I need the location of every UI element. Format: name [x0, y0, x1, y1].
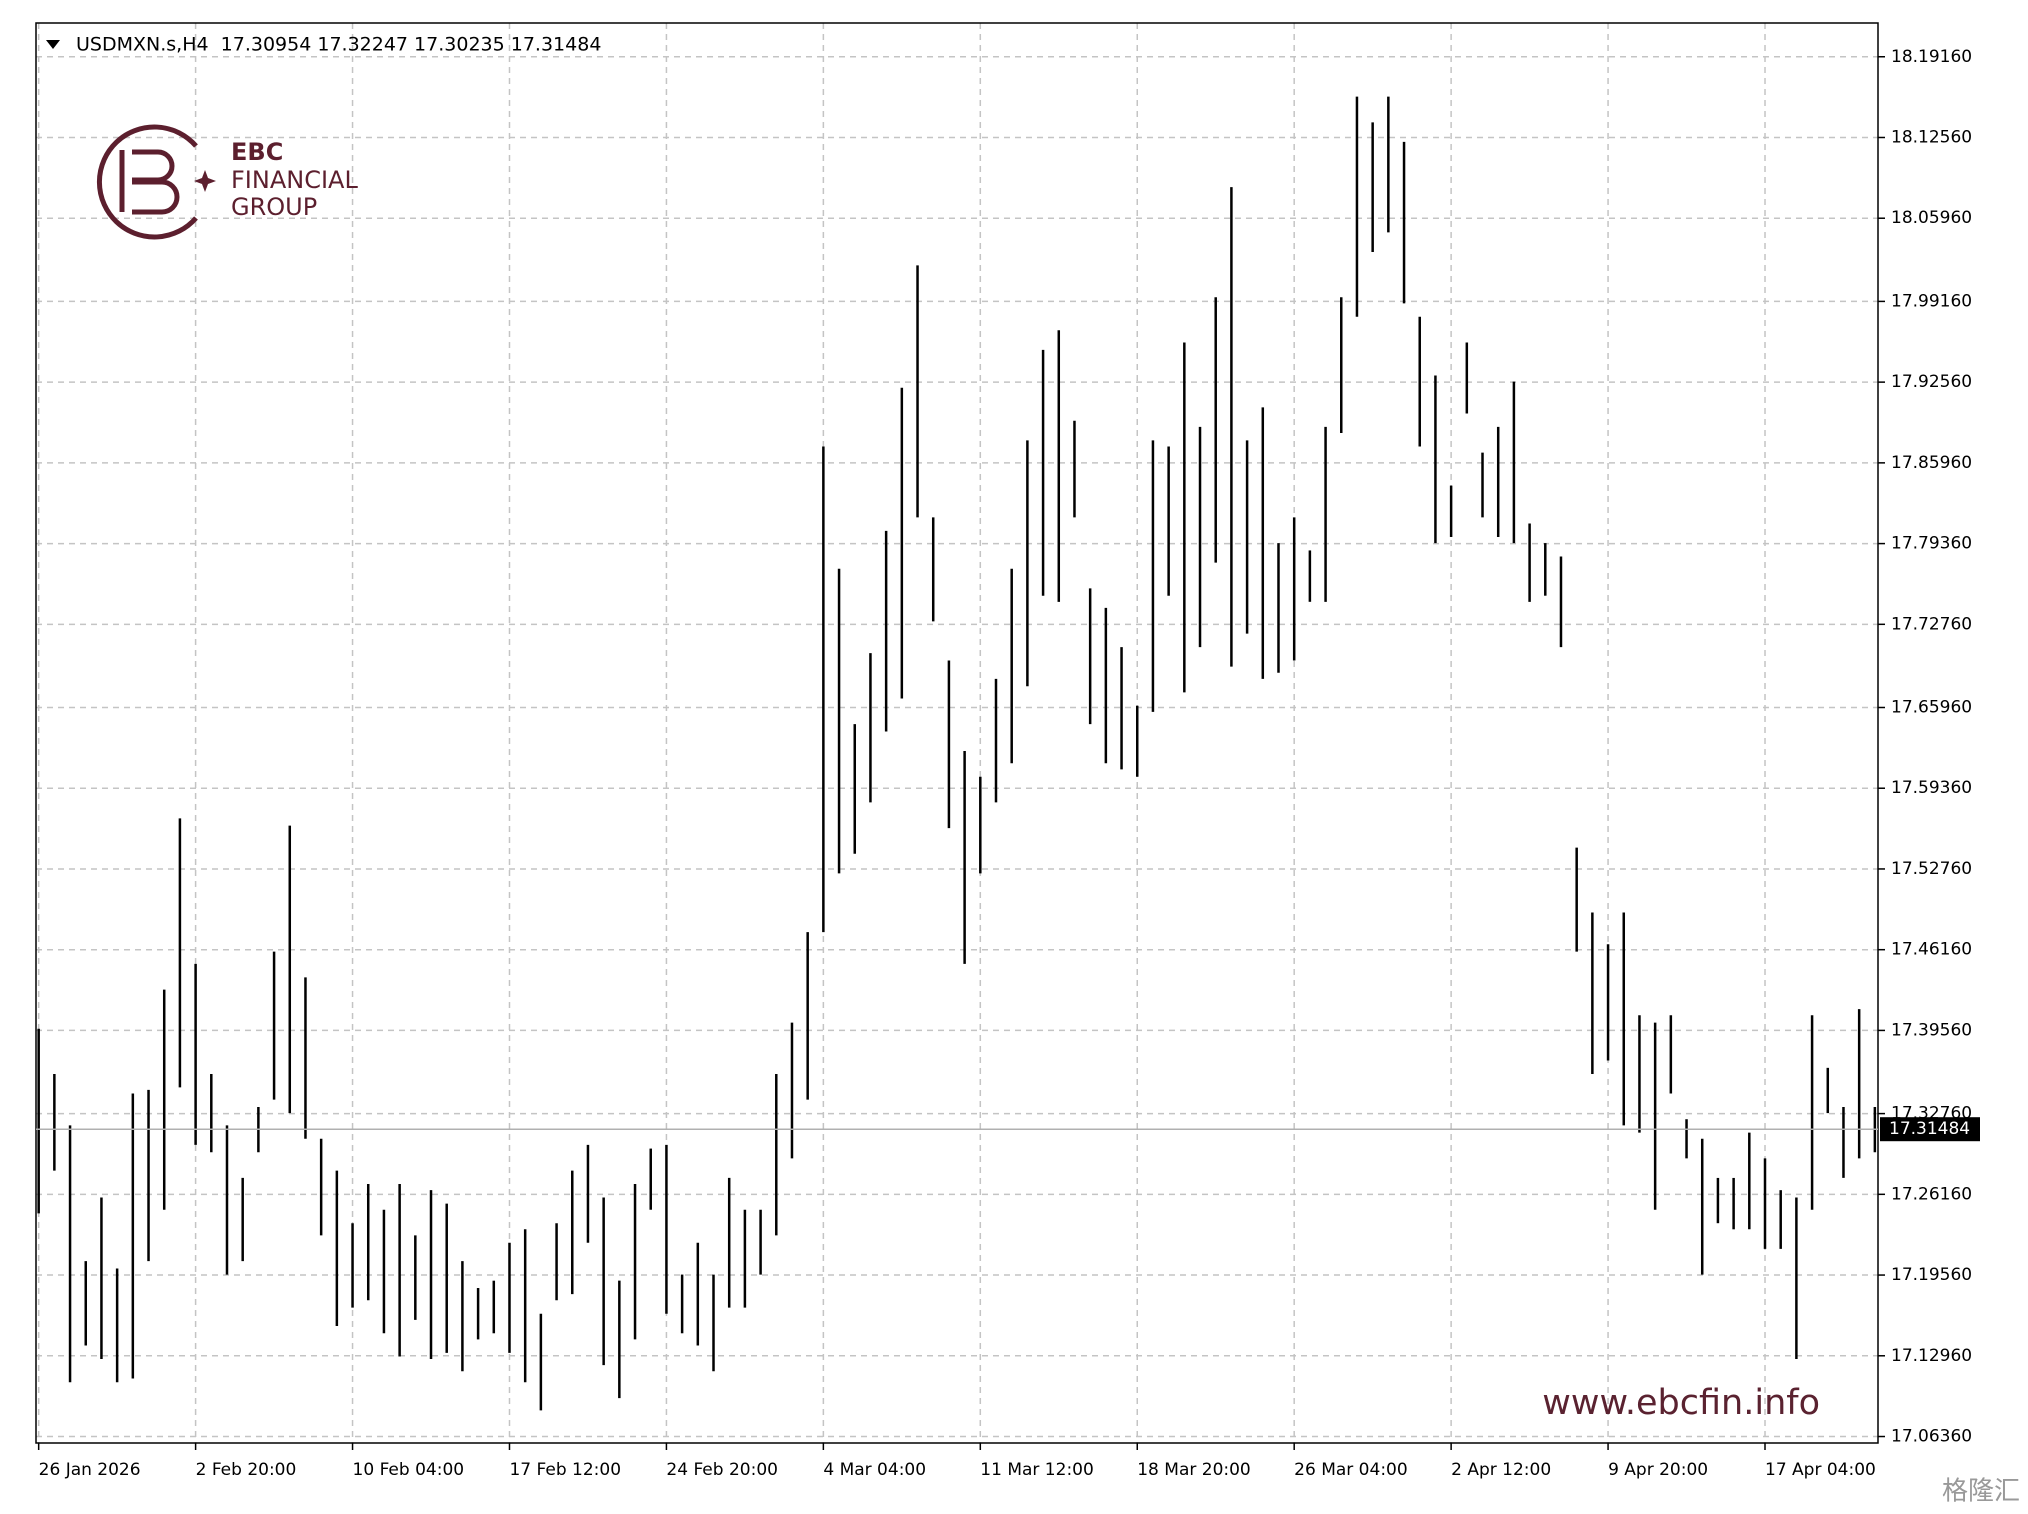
y-tick-label: 18.05960	[1891, 208, 1972, 228]
x-tick-label: 11 Mar 12:00	[980, 1460, 1094, 1480]
logo	[96, 124, 216, 240]
y-tick-label: 17.85960	[1891, 453, 1972, 473]
x-tick-label: 17 Feb 12:00	[509, 1460, 621, 1480]
y-tick-label: 17.06360	[1891, 1427, 1972, 1447]
x-tick-label: 9 Apr 20:00	[1608, 1460, 1708, 1480]
y-tick-label: 17.99160	[1891, 291, 1972, 311]
chart-title: USDMXN.s,H4 17.30954 17.32247 17.30235 1…	[76, 34, 601, 56]
grid	[36, 23, 1878, 1443]
x-tick-label: 10 Feb 04:00	[353, 1460, 465, 1480]
x-tick-label: 17 Apr 04:00	[1765, 1460, 1876, 1480]
bars	[37, 96, 1877, 1411]
current-price-label: 17.31484	[1889, 1119, 1970, 1139]
logo-text: EBC	[231, 138, 283, 166]
y-tick-label: 18.12560	[1891, 127, 1972, 147]
logo-text: FINANCIAL	[231, 166, 358, 194]
y-tick-label: 17.92560	[1891, 372, 1972, 392]
y-tick-label: 17.12960	[1891, 1346, 1972, 1366]
logo-mark	[119, 149, 180, 215]
x-tick-label: 18 Mar 20:00	[1137, 1460, 1251, 1480]
x-tick-label: 26 Jan 2026	[39, 1460, 141, 1480]
y-tick-label: 17.65960	[1891, 697, 1972, 717]
y-tick-label: 17.72760	[1891, 614, 1972, 634]
current-price-box	[1880, 1117, 1980, 1142]
x-tick-label: 2 Apr 12:00	[1451, 1460, 1551, 1480]
logo-text: GROUP	[231, 193, 317, 221]
corner-watermark: 格隆汇	[1942, 1477, 2020, 1507]
x-tick-label: 24 Feb 20:00	[666, 1460, 778, 1480]
y-tick-label: 17.19560	[1891, 1265, 1972, 1285]
x-tick-label: 26 Mar 04:00	[1294, 1460, 1408, 1480]
watermark-url: www.ebcfin.info	[1542, 1383, 1820, 1423]
x-tick-label: 2 Feb 20:00	[196, 1460, 297, 1480]
y-tick-label: 18.19160	[1891, 47, 1972, 67]
y-tick-label: 17.39560	[1891, 1020, 1972, 1040]
y-tick-label: 17.59360	[1891, 778, 1972, 798]
title-arrow	[46, 40, 60, 49]
axes: 18.19160 18.12560 18.05960 17.99160 17.92560…	[35, 22, 1980, 1480]
y-tick-label: 17.52760	[1891, 859, 1972, 879]
logo-ring	[96, 124, 198, 240]
y-tick-label: 17.46160	[1891, 940, 1972, 960]
y-tick-label: 17.79360	[1891, 534, 1972, 554]
x-tick-label: 4 Mar 04:00	[823, 1460, 926, 1480]
logo-star	[194, 170, 216, 192]
plot-frame	[35, 22, 1879, 1444]
y-tick-label: 17.26160	[1891, 1184, 1972, 1204]
